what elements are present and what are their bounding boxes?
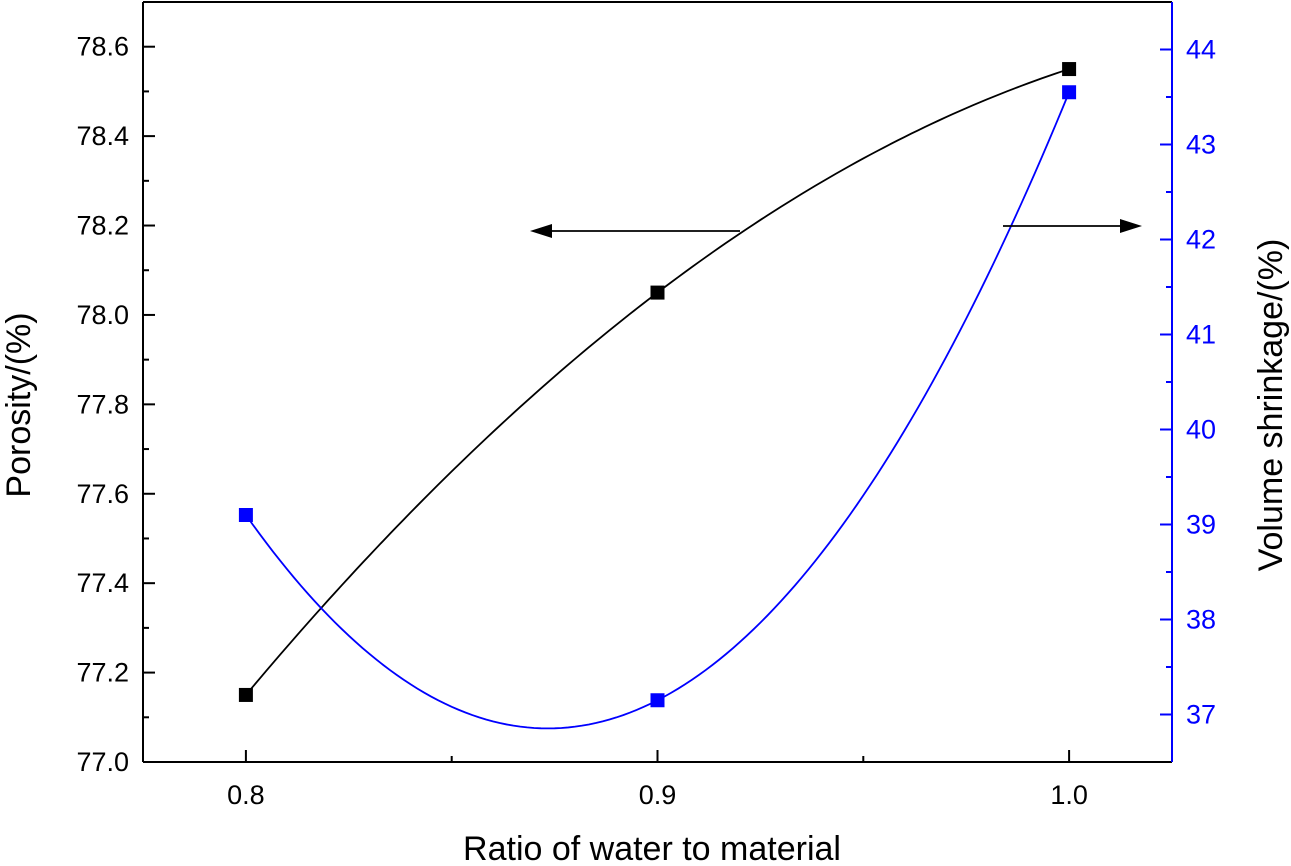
data-point-porosity xyxy=(238,687,253,702)
left-axis: 77.0 77.2 77.4 77.6 77.8 78.0 78.2 78.4 78.6 xyxy=(76,32,155,777)
data-point-volume-shrinkage xyxy=(238,508,253,522)
right-tick-label: 38 xyxy=(1186,605,1216,635)
x-tick-label: 0.9 xyxy=(639,780,677,810)
right-tick-label: 41 xyxy=(1186,320,1216,350)
right-axis-title: Volume shrinkage/(%) xyxy=(1252,239,1290,572)
data-point-porosity xyxy=(1062,62,1077,77)
right-arrow-head xyxy=(1120,219,1142,233)
left-tick-label: 78.4 xyxy=(76,121,129,151)
left-tick-label: 78.2 xyxy=(76,211,129,241)
right-tick-label: 42 xyxy=(1186,225,1216,255)
left-tick-label: 78.0 xyxy=(76,300,129,330)
x-axis-title: Ratio of water to material xyxy=(463,830,841,866)
left-tick-label: 78.6 xyxy=(76,32,129,62)
x-tick-label: 1.0 xyxy=(1050,780,1088,810)
right-axis: 37 38 39 40 41 42 43 44 xyxy=(1160,35,1216,730)
data-point-porosity xyxy=(650,285,665,300)
right-tick-label: 37 xyxy=(1186,700,1216,730)
left-tick-label: 77.0 xyxy=(76,747,129,777)
x-axis: 0.8 0.9 1.0 xyxy=(227,750,1088,810)
left-tick-label: 77.8 xyxy=(76,389,129,419)
right-tick-label: 39 xyxy=(1186,510,1216,540)
right-tick-label: 44 xyxy=(1186,35,1216,65)
data-point-volume-shrinkage xyxy=(650,693,665,708)
series-line-volume-shrinkage xyxy=(245,91,1070,730)
series-markers xyxy=(238,62,1077,708)
left-axis-title: Porosity/(%) xyxy=(0,312,38,497)
data-point-volume-shrinkage xyxy=(1062,85,1077,100)
left-arrow-head xyxy=(530,224,552,238)
right-tick-label: 43 xyxy=(1186,130,1216,160)
series-lines xyxy=(245,68,1070,730)
annotation-arrows xyxy=(530,219,1142,238)
left-tick-label: 77.2 xyxy=(76,658,129,688)
left-tick-label: 77.6 xyxy=(76,479,129,509)
plot-frame xyxy=(142,1,1173,763)
series-line-porosity xyxy=(245,68,1070,696)
left-tick-label: 77.4 xyxy=(76,568,129,598)
right-tick-label: 40 xyxy=(1186,415,1216,445)
x-tick-label: 0.8 xyxy=(227,780,265,810)
